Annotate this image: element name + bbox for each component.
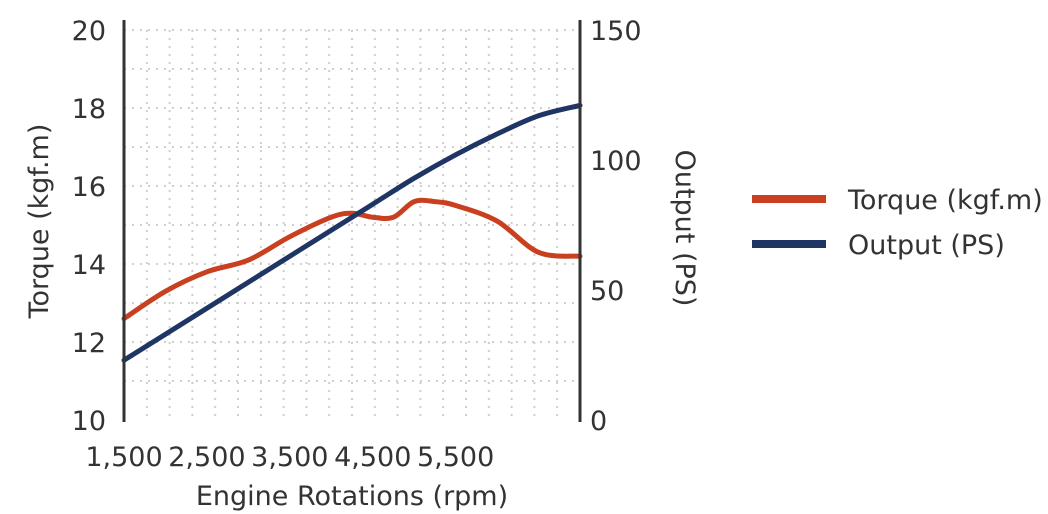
output-series-line	[121, 102, 583, 363]
left-y-tick-label: 10	[72, 406, 106, 437]
series-lines	[121, 102, 583, 363]
x-axis-title: Engine Rotations (rpm)	[196, 481, 508, 512]
x-tick-label: 3,500	[251, 442, 328, 473]
x-tick-labels: 1,500 2,500 3,500 4,500 5,500	[85, 442, 494, 473]
right-y-tick-label: 100	[590, 146, 642, 177]
left-y-tick-labels: 10 12 14 16 18 20	[72, 16, 106, 437]
left-y-tick-label: 20	[72, 16, 106, 47]
x-tick-label: 2,500	[168, 442, 245, 473]
grid	[124, 29, 580, 420]
right-y-tick-label: 0	[590, 406, 607, 437]
right-y-tick-labels: 0 50 100 150	[590, 16, 642, 437]
left-y-axis-title: Torque (kgf.m)	[24, 124, 55, 320]
x-tick-label: 5,500	[417, 442, 494, 473]
legend-label-torque: Torque (kgf.m)	[847, 185, 1043, 216]
x-tick-label: 4,500	[334, 442, 411, 473]
legend: Torque (kgf.m) Output (PS)	[752, 185, 1043, 261]
left-y-tick-label: 16	[72, 172, 106, 203]
x-tick-label: 1,500	[85, 442, 162, 473]
right-y-tick-label: 150	[590, 16, 642, 47]
right-y-axis-title: Output (PS)	[669, 150, 700, 307]
left-y-tick-label: 18	[72, 94, 106, 125]
left-y-tick-label: 14	[72, 250, 106, 281]
right-y-tick-label: 50	[590, 276, 624, 307]
torque-series-line	[121, 197, 583, 322]
legend-label-output: Output (PS)	[848, 230, 1005, 261]
left-y-tick-label: 12	[72, 328, 106, 359]
